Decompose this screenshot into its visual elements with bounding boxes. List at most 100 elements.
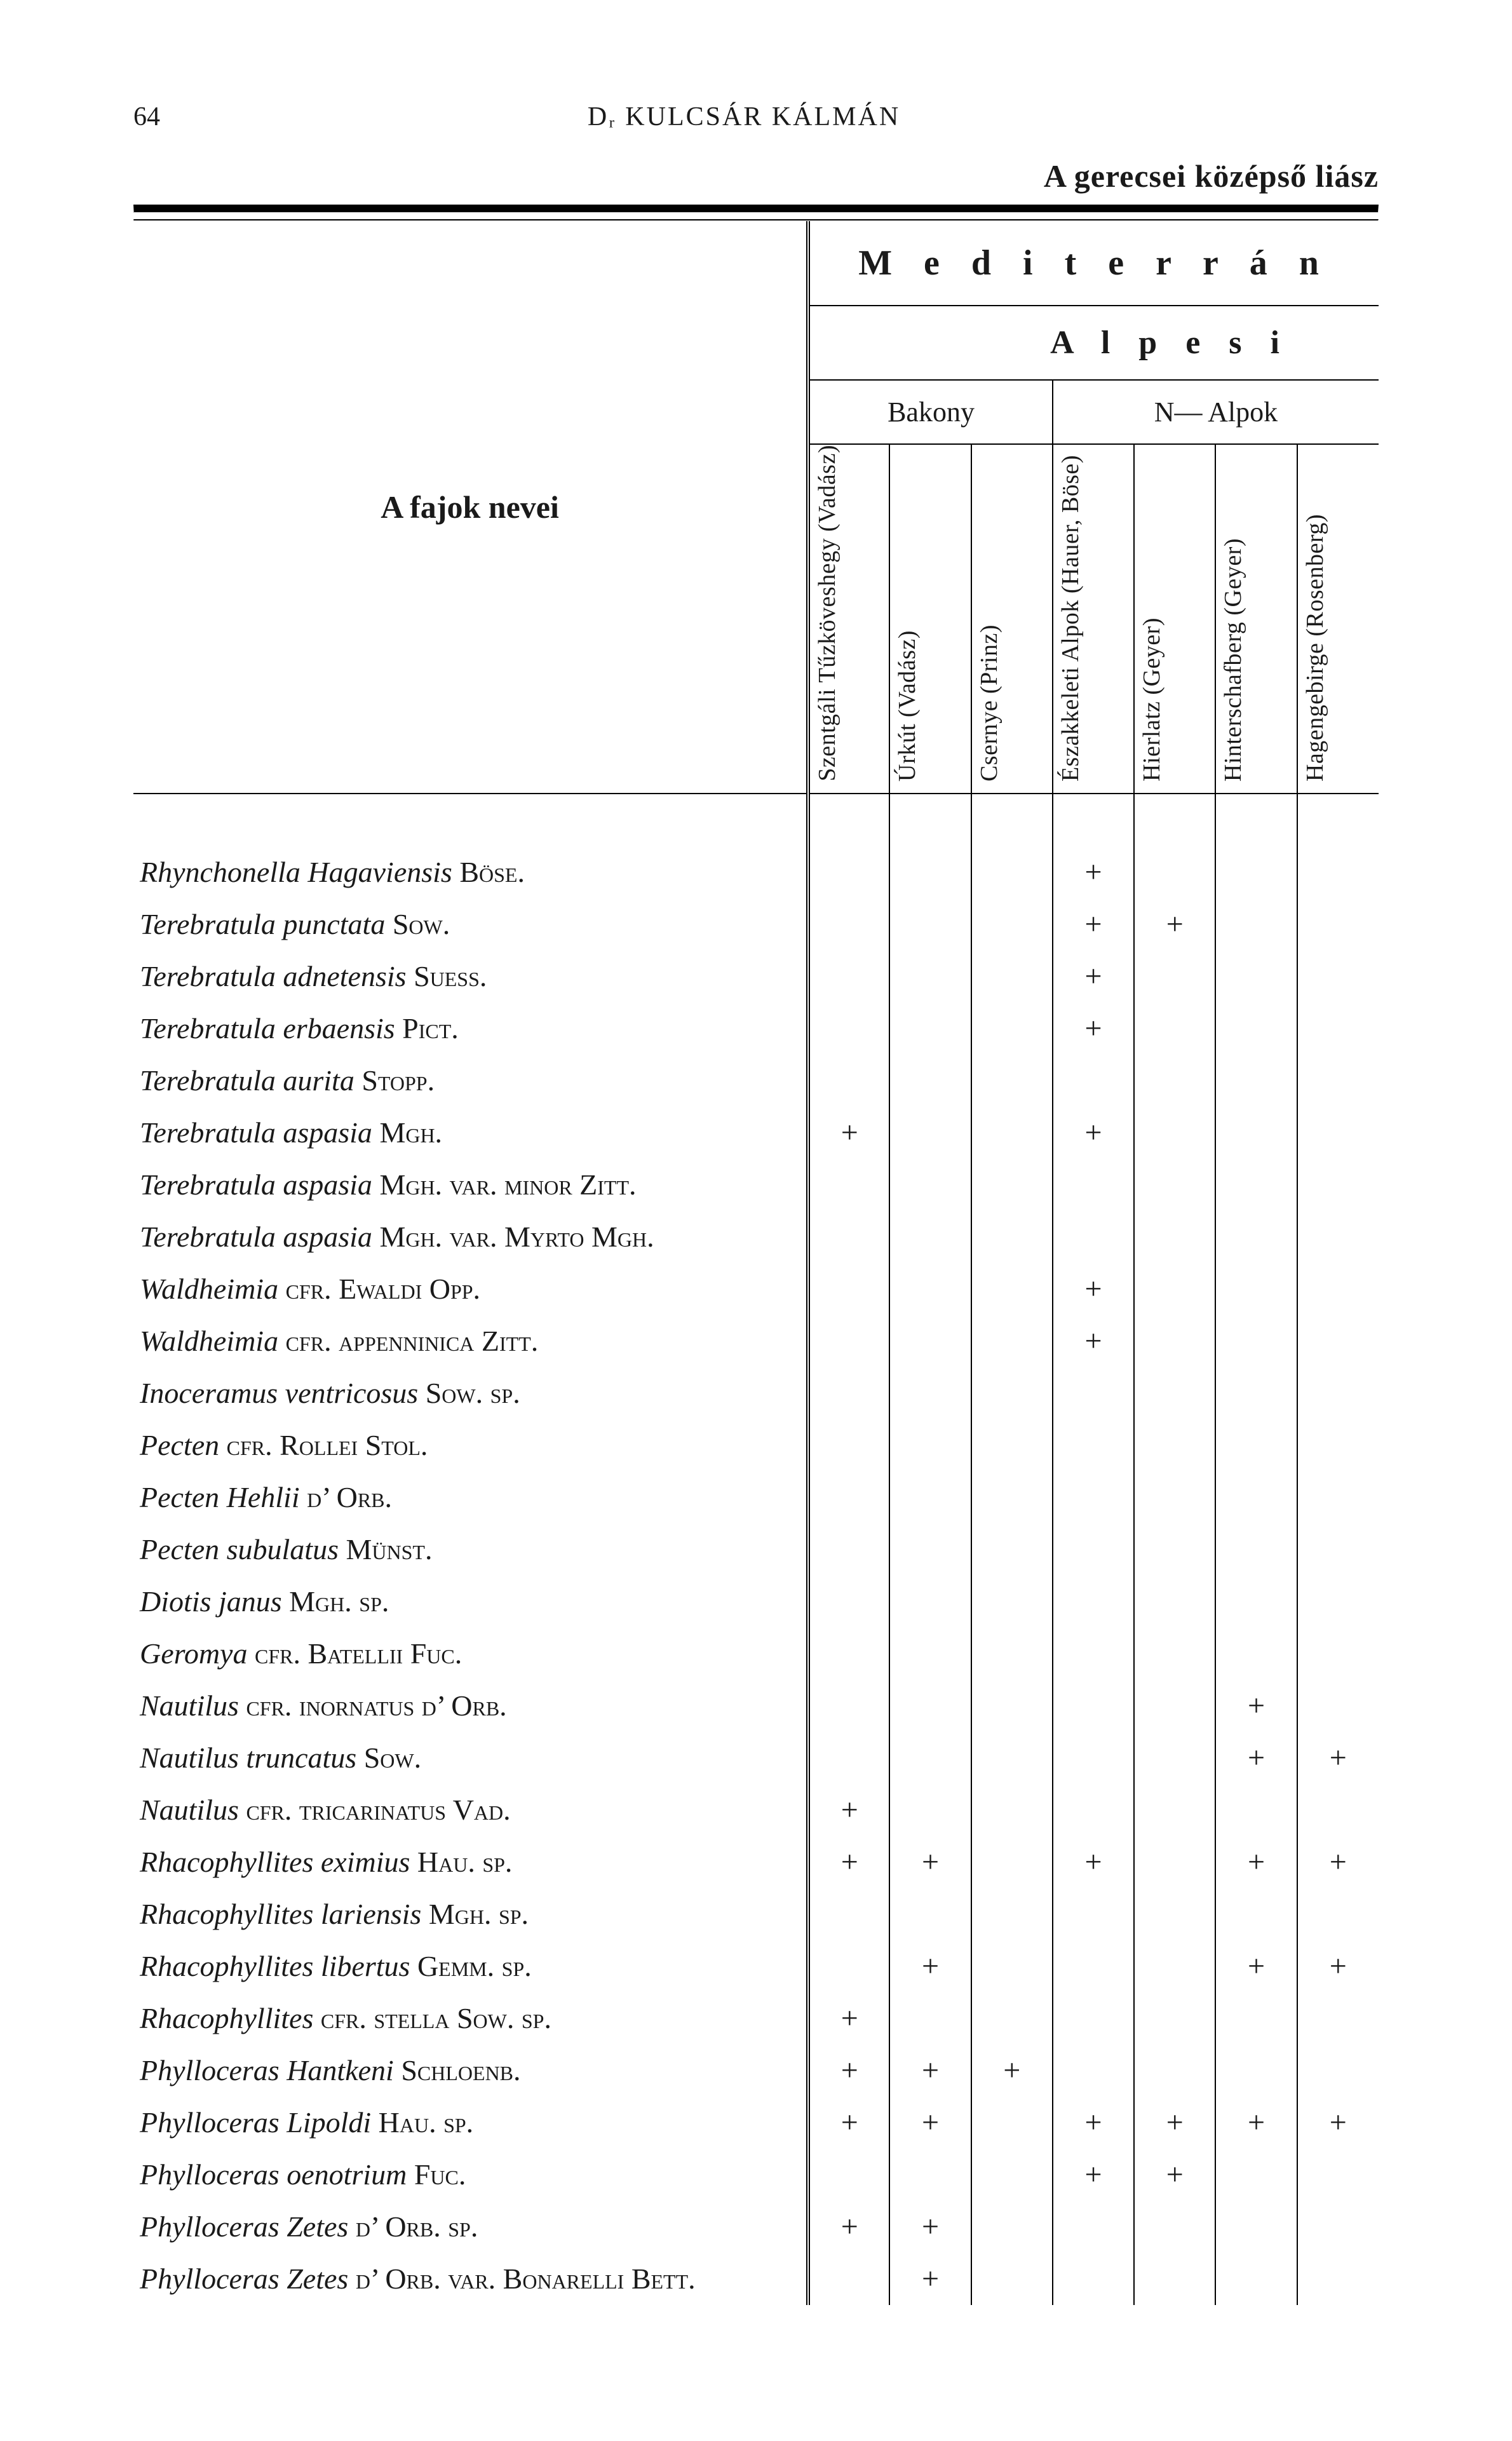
occurrence-cell (1053, 1732, 1134, 1784)
table-row: Pecten subulatus Münst. (133, 1524, 1379, 1576)
species-name: Waldheimia (140, 1325, 286, 1357)
table-row: Pecten cfr. Rollei Stol. (133, 1419, 1379, 1471)
table-row: Rhacophyllites lariensis Mgh. sp. (133, 1888, 1379, 1940)
occurrence-cell (1053, 1628, 1134, 1680)
occurrence-cell (1215, 1471, 1297, 1524)
occurrence-cell: + (1297, 2097, 1379, 2149)
occurrence-cell (889, 1992, 971, 2045)
species-authority: Sow. (393, 908, 450, 940)
occurrence-cell (1134, 1524, 1215, 1576)
occurrence-cell (1053, 1940, 1134, 1992)
species-authority: Mgh. var. Myrto Mgh. (379, 1220, 654, 1253)
occurrence-cell: + (889, 1940, 971, 1992)
table-row: Rhacophyllites eximius Hau. sp.+++++ (133, 1836, 1379, 1888)
table-row: Phylloceras oenotrium Fuc.++ (133, 2149, 1379, 2201)
species-authority: d’ Orb. (307, 1481, 392, 1513)
occurrence-cell (1297, 1315, 1379, 1367)
species-authority: Mgh. sp. (429, 1898, 529, 1930)
occurrence-cell (1297, 1159, 1379, 1211)
occurrence-cell (889, 1419, 971, 1471)
occurrence-cell (808, 2149, 889, 2201)
species-name-cell: Pecten Hehlii d’ Orb. (133, 1471, 808, 1524)
locality-col-2: Csernye (Prinz) (971, 444, 1053, 794)
locality-label: Hinterschafberg (Geyer) (1216, 538, 1252, 781)
occurrence-cell (1297, 1055, 1379, 1107)
occurrence-cell (1134, 1315, 1215, 1367)
species-authority: Stopp. (361, 1064, 435, 1097)
species-name: Pecten Hehlii (140, 1481, 307, 1513)
occurrence-cell (971, 1628, 1053, 1680)
occurrence-cell (1215, 2253, 1297, 2305)
occurrence-cell (1134, 1732, 1215, 1784)
table-row: Terebratula aspasia Mgh.++ (133, 1107, 1379, 1159)
species-authority: Gemm. sp. (417, 1950, 532, 1982)
occurrence-cell (1053, 2045, 1134, 2097)
occurrence-cell (1053, 1576, 1134, 1628)
locality-label: Úrkút (Vadász) (890, 630, 926, 781)
occurrence-cell (971, 1680, 1053, 1732)
occurrence-cell (889, 1159, 971, 1211)
occurrence-cell (889, 1263, 971, 1315)
occurrence-cell: + (808, 1784, 889, 1836)
occurrence-cell (1134, 1367, 1215, 1419)
species-name-cell: Nautilus cfr. inornatus d’ Orb. (133, 1680, 808, 1732)
occurrence-cell (889, 1003, 971, 1055)
occurrence-cell (1053, 1419, 1134, 1471)
species-name: Inoceramus ventricosus (140, 1377, 426, 1409)
occurrence-cell (1134, 1628, 1215, 1680)
species-name: Diotis janus (140, 1585, 289, 1618)
occurrence-cell (889, 1732, 971, 1784)
occurrence-cell (1297, 2253, 1379, 2305)
species-name: Rhynchonella Hagaviensis (140, 856, 459, 888)
occurrence-cell (1053, 1367, 1134, 1419)
occurrence-cell (1297, 950, 1379, 1003)
table-row: Nautilus cfr. tricarinatus Vad. + (133, 1784, 1379, 1836)
occurrence-cell (1215, 950, 1297, 1003)
species-authority: Böse. (459, 856, 525, 888)
occurrence-cell (1215, 1992, 1297, 2045)
occurrence-cell (1134, 1003, 1215, 1055)
species-authority: cfr. Rollei Stol. (227, 1429, 428, 1461)
species-name: Nautilus (140, 1794, 246, 1826)
table-body: Rhynchonella Hagaviensis Böse. + Terebratu… (133, 794, 1379, 2305)
occurrence-cell (1297, 1524, 1379, 1576)
species-name: Pecten subulatus (140, 1533, 346, 1565)
subgroup-alpesi: A l p e s i (808, 306, 1379, 380)
occurrence-cell (808, 1940, 889, 1992)
occurrence-cell (971, 950, 1053, 1003)
occurrence-cell (971, 846, 1053, 898)
occurrence-cell (971, 1836, 1053, 1888)
species-authority: cfr. Ewaldi Opp. (286, 1273, 480, 1305)
occurrence-cell: + (808, 1836, 889, 1888)
occurrence-cell (1134, 846, 1215, 898)
species-name: Terebratula aurita (140, 1064, 361, 1097)
occurrence-cell (808, 1732, 889, 1784)
occurrence-cell (808, 1211, 889, 1263)
occurrence-cell: + (1053, 846, 1134, 898)
locality-col-4: Hierlatz (Geyer) (1134, 444, 1215, 794)
occurrence-cell (808, 1159, 889, 1211)
occurrence-cell (1134, 1211, 1215, 1263)
occurrence-cell: + (808, 1107, 889, 1159)
locality-col-3: Északkeleti Alpok (Hauer, Böse) (1053, 444, 1134, 794)
species-authority: Fuc. (414, 2158, 466, 2191)
occurrence-cell (1297, 2045, 1379, 2097)
species-name-cell: Terebratula adnetensis Suess. (133, 950, 808, 1003)
occurrence-cell (971, 1159, 1053, 1211)
occurrence-cell: + (1053, 1107, 1134, 1159)
species-name: Nautilus (140, 1689, 246, 1722)
occurrence-cell (1297, 1367, 1379, 1419)
species-authority: d’ Orb. sp. (356, 2210, 478, 2243)
occurrence-cell (889, 1576, 971, 1628)
occurrence-table: A fajok nevei M e d i t e r r á n A l p … (133, 221, 1379, 2305)
species-authority: Suess. (414, 960, 487, 992)
occurrence-cell (1134, 1940, 1215, 1992)
running-author: Dᵣ KULCSÁR KÁLMÁN (588, 102, 900, 132)
table-row: Waldheimia cfr. appenninica Zitt.+ (133, 1315, 1379, 1367)
occurrence-cell (1297, 2201, 1379, 2253)
occurrence-cell: + (808, 1992, 889, 2045)
species-authority: cfr. tricarinatus Vad. (246, 1794, 510, 1826)
species-name-cell: Rhacophyllites libertus Gemm. sp. (133, 1940, 808, 1992)
occurrence-cell (1134, 1784, 1215, 1836)
occurrence-cell (1297, 1107, 1379, 1159)
